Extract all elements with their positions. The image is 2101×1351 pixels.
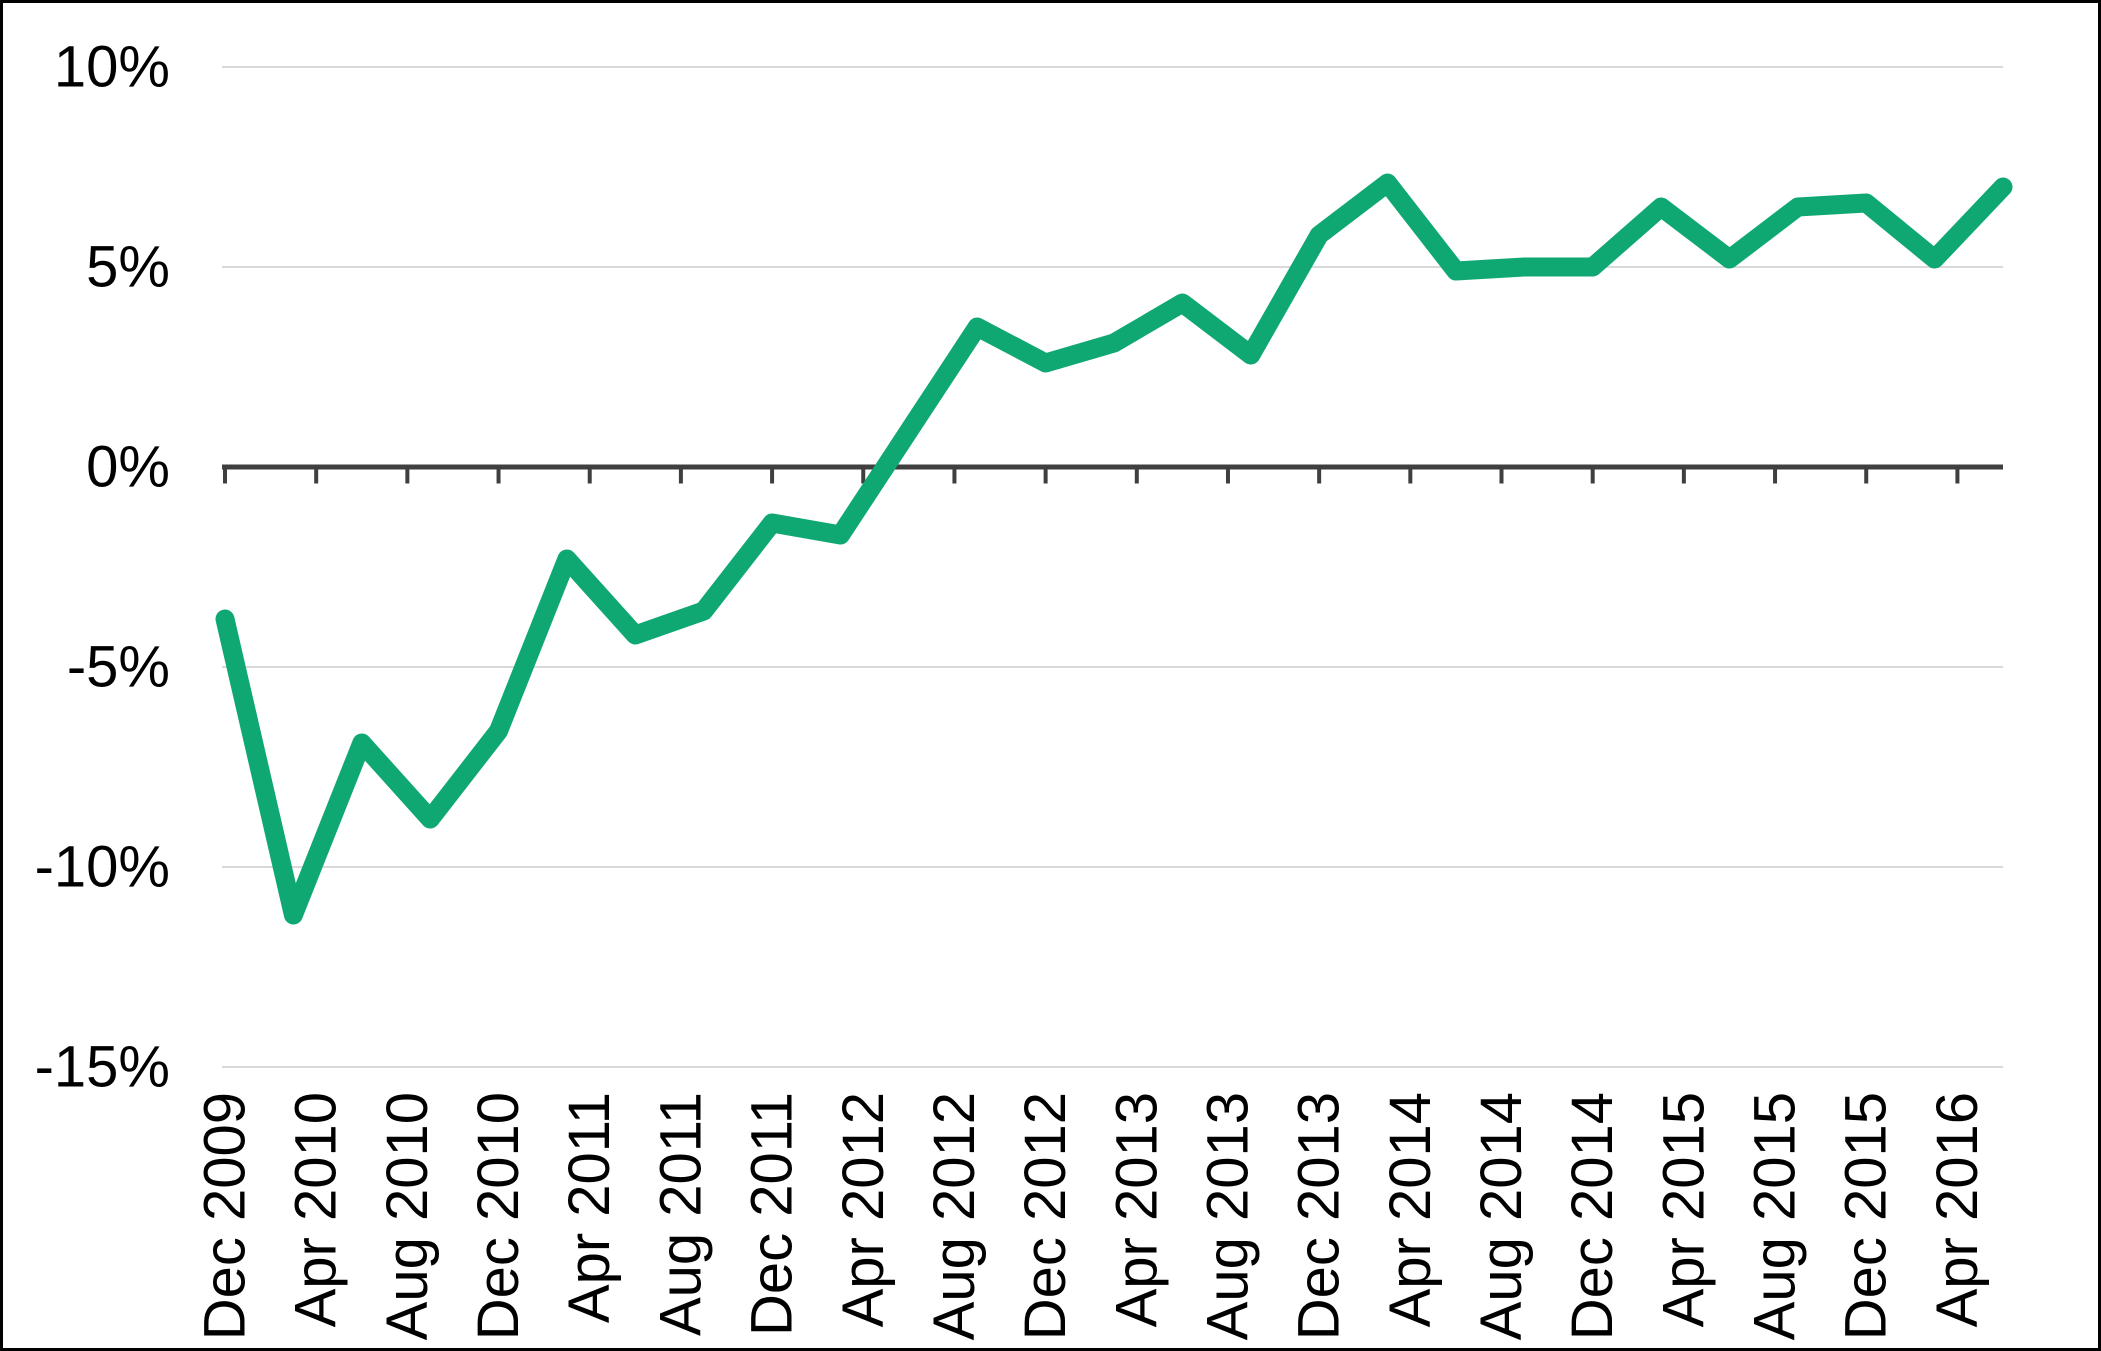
y-axis-label: -15% <box>35 1035 170 1100</box>
x-axis-label: Aug 2015 <box>1743 1092 1808 1340</box>
x-axis-label: Aug 2011 <box>648 1092 713 1336</box>
x-axis-label: Apr 2011 <box>557 1092 622 1323</box>
x-axis-label: Apr 2013 <box>1104 1092 1169 1327</box>
x-axis-label: Dec 2014 <box>1560 1092 1625 1340</box>
x-axis-label: Dec 2015 <box>1834 1092 1899 1340</box>
x-axis-label: Aug 2010 <box>375 1092 440 1340</box>
x-axis-label: Dec 2011 <box>740 1092 805 1336</box>
y-axis-label: -5% <box>67 635 170 700</box>
x-axis-label: Aug 2012 <box>922 1092 987 1340</box>
x-axis-label: Apr 2014 <box>1378 1092 1443 1327</box>
y-axis-label: 10% <box>54 35 170 100</box>
x-axis-label: Apr 2012 <box>831 1092 896 1327</box>
y-axis-label: 0% <box>86 435 170 500</box>
x-axis-label: Dec 2009 <box>193 1092 258 1340</box>
x-axis-label: Dec 2012 <box>1013 1092 1078 1340</box>
y-axis-label: -10% <box>35 835 170 900</box>
x-axis-label: Apr 2015 <box>1651 1092 1716 1327</box>
x-axis-label: Apr 2016 <box>1925 1092 1990 1327</box>
y-axis-label: 5% <box>86 235 170 300</box>
x-axis-label: Apr 2010 <box>284 1092 349 1327</box>
x-axis-label: Aug 2013 <box>1195 1092 1260 1340</box>
x-axis-label: Dec 2010 <box>466 1092 531 1340</box>
x-axis-label: Dec 2013 <box>1287 1092 1352 1340</box>
series-line <box>215 173 2013 925</box>
x-axis-label: Aug 2014 <box>1469 1092 1534 1340</box>
